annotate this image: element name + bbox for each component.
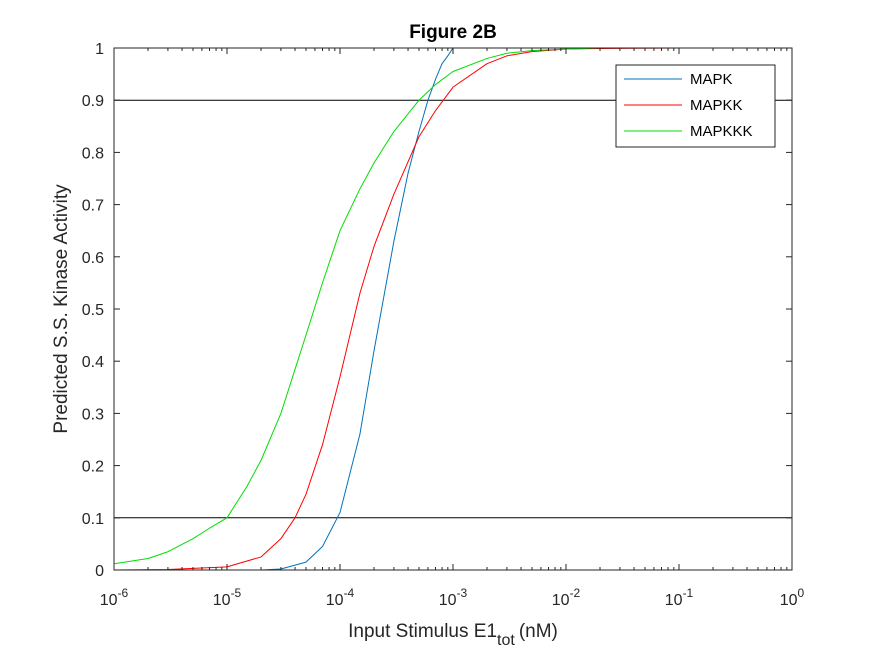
legend-label-mapkk: MAPKK xyxy=(690,97,743,114)
legend-label-mapk: MAPK xyxy=(690,71,733,88)
y-tick-label: 0.5 xyxy=(82,302,104,319)
y-tick-label: 0.3 xyxy=(82,406,104,423)
chart-title: Figure 2B xyxy=(409,22,497,43)
y-tick-label: 0.8 xyxy=(82,145,104,162)
series-line-mapk xyxy=(227,47,454,571)
x-tick-label: 10-5 xyxy=(213,586,242,609)
y-tick-label: 0.9 xyxy=(82,93,104,110)
y-axis-label: Predicted S.S. Kinase Activity xyxy=(51,184,72,434)
x-tick-label: 10-2 xyxy=(552,586,581,609)
x-tick-label: 10-4 xyxy=(326,586,355,609)
x-tick-label: 10-6 xyxy=(100,586,129,609)
y-tick-label: 0.1 xyxy=(82,511,104,528)
x-tick-label: 10-1 xyxy=(665,586,694,609)
x-axis-label-unit: (nM) xyxy=(519,621,558,642)
x-axis-label-subscript: tot xyxy=(497,632,515,649)
y-tick-label: 0.2 xyxy=(82,459,104,476)
legend-label-mapkkk: MAPKKK xyxy=(690,123,753,140)
y-tick-label: 0.6 xyxy=(82,250,104,267)
x-axis-label-main: Input Stimulus E1 xyxy=(348,621,497,642)
y-tick-label: 0.7 xyxy=(82,198,104,215)
legend: MAPK MAPKK MAPKKK xyxy=(615,64,776,148)
x-tick-label: 100 xyxy=(780,586,805,609)
x-tick-label: 10-3 xyxy=(439,586,468,609)
y-tick-label: 1 xyxy=(95,41,104,58)
x-axis-label: Input Stimulus E1tot (nM) xyxy=(348,621,558,649)
y-tick-label: 0 xyxy=(95,563,104,580)
y-tick-label: 0.4 xyxy=(82,354,104,371)
